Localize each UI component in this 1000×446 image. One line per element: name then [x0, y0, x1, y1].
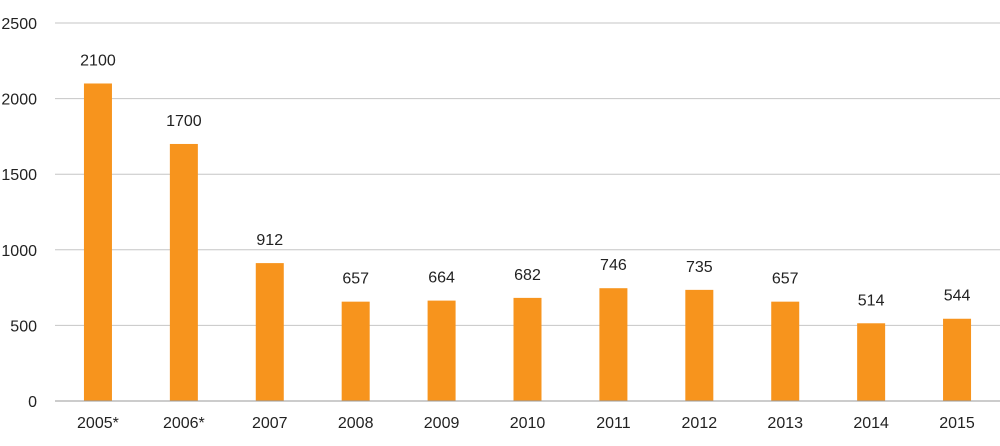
x-category-label: 2014: [853, 415, 889, 432]
data-label: 544: [944, 288, 971, 305]
x-category-label: 2008: [338, 415, 374, 432]
x-category-label: 2006*: [163, 415, 205, 432]
bar: [685, 289, 714, 401]
bar: [427, 300, 456, 401]
y-tick-label: 0: [28, 394, 37, 411]
x-category-label: 2009: [424, 415, 460, 432]
bar: [943, 318, 972, 401]
gridlines: [55, 22, 1000, 326]
x-category-label: 2005*: [77, 415, 119, 432]
y-tick-label: 1000: [1, 243, 37, 260]
bar: [341, 301, 370, 401]
data-label: 657: [342, 271, 369, 288]
y-axis-tick-labels: 0 500 1000 1500 2000 2500: [1, 16, 37, 411]
y-tick-label: 500: [10, 318, 37, 335]
bar: [255, 263, 284, 401]
y-tick-label: 1500: [1, 167, 37, 184]
bar: [513, 297, 542, 401]
data-label: 664: [428, 270, 455, 287]
x-category-label: 2011: [596, 415, 631, 432]
x-category-label: 2007: [252, 415, 288, 432]
x-axis-category-labels: 2005* 2006* 2007 2008 2009 2010 2011 2012 2013 20…: [77, 415, 975, 432]
y-tick-label: 2500: [1, 16, 37, 33]
data-label: 1700: [166, 113, 202, 130]
data-label: 912: [256, 232, 283, 249]
data-label: 514: [858, 292, 885, 309]
y-tick-label: 2000: [1, 92, 37, 109]
data-label: 746: [600, 257, 627, 274]
bar: [599, 288, 628, 401]
x-category-label: 2010: [510, 415, 546, 432]
data-labels: 2100 1700 912 657 664 682 746 735 657 514 544: [80, 52, 970, 309]
x-category-label: 2015: [939, 415, 975, 432]
bar: [169, 143, 198, 401]
bar: [771, 301, 800, 401]
data-label: 682: [514, 267, 541, 284]
data-label: 735: [686, 259, 713, 276]
data-label: 2100: [80, 52, 116, 69]
bars: [83, 83, 972, 401]
data-label: 657: [772, 271, 799, 288]
x-category-label: 2012: [682, 415, 718, 432]
bar: [857, 323, 886, 401]
x-category-label: 2013: [767, 415, 803, 432]
bar: [83, 83, 112, 401]
